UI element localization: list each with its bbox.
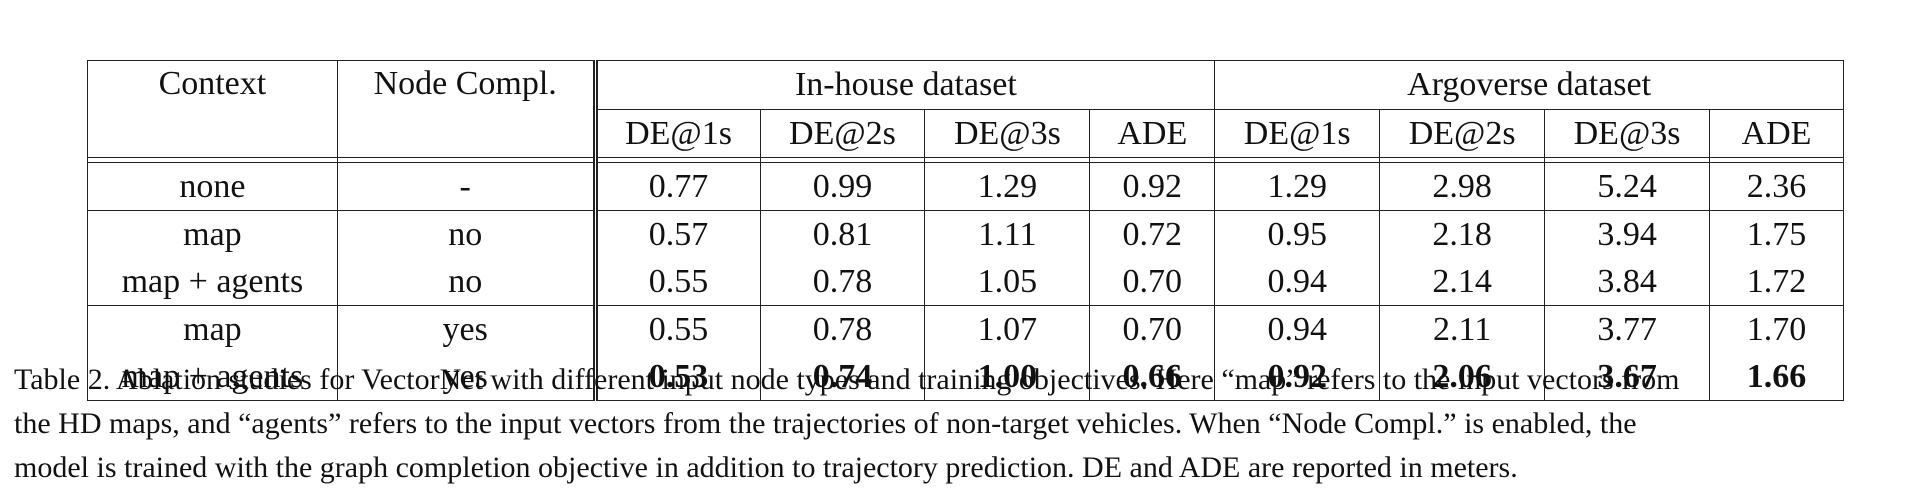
caption-line: the HD maps, and “agents” refers to the … [14, 407, 1637, 440]
header-row-top: Context Node Compl. In-house dataset Arg… [87, 60, 1844, 158]
value-cell: 0.77 [594, 162, 761, 211]
value-cell: 1.05 [924, 258, 1091, 306]
value-cell: 0.55 [594, 258, 761, 306]
metric-header: DE@2s [1379, 109, 1546, 158]
best-value-cell: 2.06 [1379, 353, 1546, 401]
value-cell: 0.78 [759, 305, 926, 353]
best-value-cell: 3.67 [1544, 353, 1711, 401]
header-gap [87, 157, 1844, 163]
value-cell: 1.29 [1214, 162, 1381, 211]
context-cell: map + agents [87, 353, 338, 401]
value-cell: 2.14 [1379, 258, 1546, 306]
value-cell: 1.75 [1709, 210, 1844, 258]
value-cell: 3.94 [1544, 210, 1711, 258]
metric-header: ADE [1089, 109, 1216, 158]
value-cell: 1.11 [924, 210, 1091, 258]
header-argoverse-dataset: Argoverse dataset [1214, 60, 1844, 110]
value-cell: 0.94 [1214, 258, 1381, 306]
header-node-compl: Node Compl. [336, 60, 598, 158]
best-value-cell: 0.74 [759, 353, 926, 401]
value-cell: 1.72 [1709, 258, 1844, 306]
value-cell: 0.70 [1089, 305, 1216, 353]
value-cell: 2.98 [1379, 162, 1546, 211]
context-cell: map [87, 305, 338, 353]
context-cell: map [87, 210, 338, 258]
value-cell: 2.11 [1379, 305, 1546, 353]
value-cell: 0.81 [759, 210, 926, 258]
metric-header: ADE [1709, 109, 1844, 158]
best-value-cell: 1.66 [1709, 353, 1844, 401]
value-cell: 1.70 [1709, 305, 1844, 353]
value-cell: 2.36 [1709, 162, 1844, 211]
header-inhouse-dataset: In-house dataset [594, 60, 1216, 110]
table-row: none - 0.77 0.99 1.29 0.92 1.29 2.98 5.2… [87, 162, 1844, 211]
value-cell: 0.55 [594, 305, 761, 353]
value-cell: 0.92 [1089, 162, 1216, 211]
context-cell: none [87, 162, 338, 211]
table-row: map + agents no 0.55 0.78 1.05 0.70 0.94… [87, 258, 1844, 306]
value-cell: 0.57 [594, 210, 761, 258]
value-cell: 1.07 [924, 305, 1091, 353]
node-compl-cell: yes [336, 353, 598, 401]
node-compl-cell: - [336, 162, 598, 211]
metric-header: DE@3s [924, 109, 1091, 158]
node-compl-cell: no [336, 258, 598, 306]
ablation-table-container: Context Node Compl. In-house dataset Arg… [87, 60, 1844, 401]
best-value-cell: 0.53 [594, 353, 761, 401]
table-caption: Table 2. Ablation studies for VectorNet … [14, 358, 1914, 490]
best-value-cell: 1.00 [924, 353, 1091, 401]
value-cell: 1.29 [924, 162, 1091, 211]
node-compl-cell: yes [336, 305, 598, 353]
value-cell: 0.72 [1089, 210, 1216, 258]
metric-header: DE@2s [759, 109, 926, 158]
value-cell: 5.24 [1544, 162, 1711, 211]
table-row: map no 0.57 0.81 1.11 0.72 0.95 2.18 3.9… [87, 210, 1844, 258]
node-compl-cell: no [336, 210, 598, 258]
value-cell: 0.95 [1214, 210, 1381, 258]
metric-header: DE@1s [594, 109, 761, 158]
value-cell: 3.77 [1544, 305, 1711, 353]
metric-header: DE@1s [1214, 109, 1381, 158]
value-cell: 0.94 [1214, 305, 1381, 353]
value-cell: 3.84 [1544, 258, 1711, 306]
ablation-table: Context Node Compl. In-house dataset Arg… [87, 60, 1844, 401]
value-cell: 0.70 [1089, 258, 1216, 306]
caption-line: Table 2. Ablation studies for VectorNet … [14, 363, 1680, 396]
context-cell: map + agents [87, 258, 338, 306]
value-cell: 0.78 [759, 258, 926, 306]
metric-header: DE@3s [1544, 109, 1711, 158]
table-row-best: map + agents yes 0.53 0.74 1.00 0.66 0.9… [87, 353, 1844, 401]
header-context: Context [87, 60, 338, 158]
value-cell: 0.99 [759, 162, 926, 211]
header-row-metrics: DE@1s DE@2s DE@3s ADE DE@1s DE@2s DE@3s … [88, 109, 1844, 158]
value-cell: 2.18 [1379, 210, 1546, 258]
best-value-cell: 0.92 [1214, 353, 1381, 401]
caption-line: model is trained with the graph completi… [14, 451, 1518, 484]
table-row: map yes 0.55 0.78 1.07 0.70 0.94 2.11 3.… [87, 305, 1844, 353]
best-value-cell: 0.66 [1089, 353, 1216, 401]
